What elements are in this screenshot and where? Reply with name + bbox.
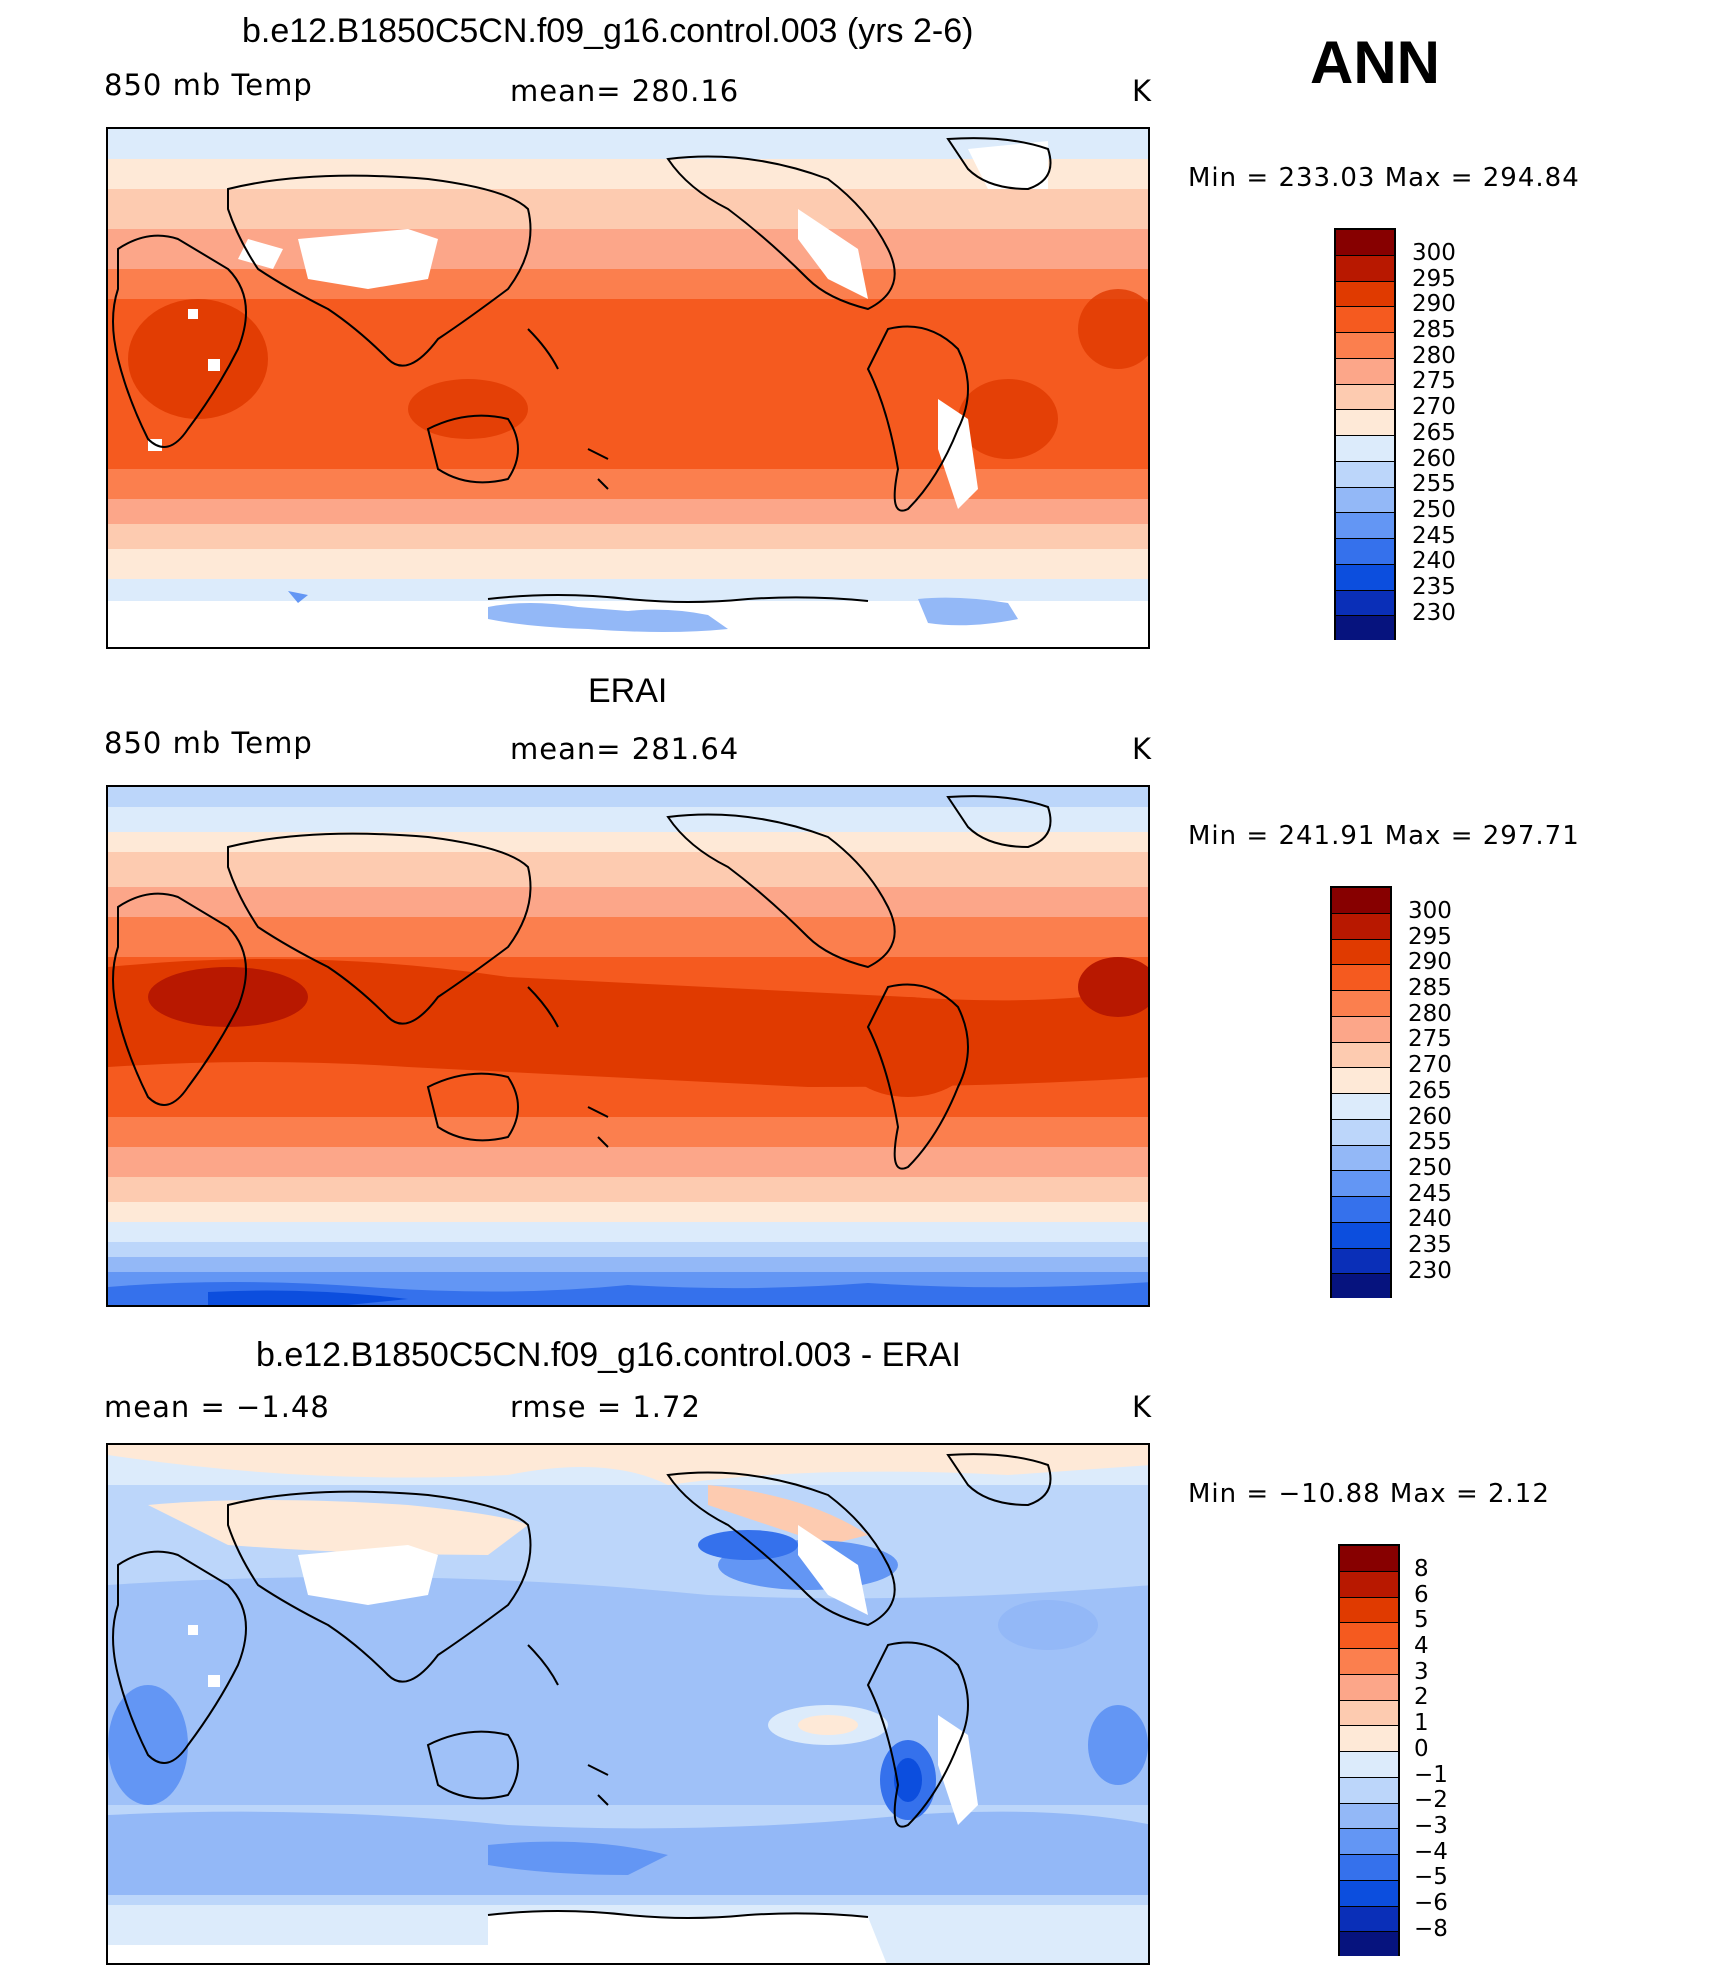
panel-1-colorbar-swatches (1334, 228, 1396, 641)
panel-1-cb-label: 260 (1412, 446, 1456, 472)
panel-3-cb-label: 5 (1414, 1607, 1429, 1633)
panel-2-title: ERAI (588, 672, 668, 710)
panel-1-cb-label: 230 (1412, 600, 1456, 626)
panel-2-cb-label: 290 (1408, 949, 1452, 975)
panel-2-cb-label: 285 (1408, 975, 1452, 1001)
panel-2-cb-label: 300 (1408, 898, 1452, 924)
panel-2-cb-label: 240 (1408, 1206, 1452, 1232)
panel-1-cb-label: 235 (1412, 574, 1456, 600)
panel-3-mean-label: mean = −1.48 (104, 1390, 330, 1424)
panel-1-variable-label: 850 mb Temp (104, 68, 313, 102)
panel-3-cb-label: 1 (1414, 1710, 1429, 1736)
panel-1-cb-label: 280 (1412, 343, 1456, 369)
panel-2-map (106, 785, 1150, 1307)
panel-3-units: K (1132, 1390, 1153, 1424)
panel-3-cb-label: −1 (1414, 1762, 1448, 1788)
panel-1-minmax: Min = 233.03 Max = 294.84 (1188, 163, 1580, 193)
panel-2-cb-label: 265 (1408, 1078, 1452, 1104)
panel-2-units: K (1132, 732, 1153, 766)
panel-2-cb-label: 270 (1408, 1052, 1452, 1078)
panel-3-cb-label: −8 (1414, 1916, 1448, 1942)
panel-3-rmse-label: rmse = 1.72 (510, 1390, 701, 1424)
panel-2-colorbar-swatches (1330, 886, 1392, 1299)
panel-1-map-field (108, 129, 1148, 647)
panel-2-variable-label: 850 mb Temp (104, 726, 313, 760)
panel-3-map-field (108, 1445, 1148, 1963)
panel-1-cb-label: 250 (1412, 497, 1456, 523)
panel-1-cb-label: 255 (1412, 471, 1456, 497)
panel-3-cb-label: 0 (1414, 1736, 1429, 1762)
panel-2-cb-label: 260 (1408, 1104, 1452, 1130)
panel-2-cb-label: 255 (1408, 1129, 1452, 1155)
panel-2-cb-label: 250 (1408, 1155, 1452, 1181)
panel-1-cb-label: 295 (1412, 266, 1456, 292)
panel-3-cb-label: −5 (1414, 1864, 1448, 1890)
panel-3-cb-label: 4 (1414, 1633, 1429, 1659)
season-label: ANN (1310, 29, 1440, 96)
panel-1-units: K (1132, 74, 1153, 108)
panel-3-title: b.e12.B1850C5CN.f09_g16.control.003 - ER… (256, 1336, 962, 1374)
panel-1-map (106, 127, 1150, 649)
panel-1-cb-label: 290 (1412, 291, 1456, 317)
panel-1-mean-label: mean= 280.16 (510, 74, 740, 108)
panel-3-map (106, 1443, 1150, 1965)
panel-3-cb-label: 3 (1414, 1659, 1429, 1685)
panel-3-cb-label: −6 (1414, 1890, 1448, 1916)
panel-2-cb-label: 245 (1408, 1181, 1452, 1207)
panel-3-minmax: Min = −10.88 Max = 2.12 (1188, 1479, 1550, 1509)
panel-3-cb-label: −4 (1414, 1839, 1448, 1865)
panel-2-cb-label: 230 (1408, 1258, 1452, 1284)
panel-3-colorbar-swatches (1338, 1544, 1400, 1957)
panel-2-map-field (108, 787, 1148, 1305)
panel-2-cb-label: 280 (1408, 1001, 1452, 1027)
panel-1-cb-label: 265 (1412, 420, 1456, 446)
panel-1-cb-label: 245 (1412, 523, 1456, 549)
panel-1-cb-label: 300 (1412, 240, 1456, 266)
panel-3-cb-label: −3 (1414, 1813, 1448, 1839)
panel-2-mean-label: mean= 281.64 (510, 732, 740, 766)
panel-3-cb-label: −2 (1414, 1787, 1448, 1813)
panel-2-cb-label: 275 (1408, 1026, 1452, 1052)
panel-3-cb-label: 2 (1414, 1684, 1429, 1710)
panel-2-minmax: Min = 241.91 Max = 297.71 (1188, 821, 1580, 851)
panel-2-cb-label: 235 (1408, 1232, 1452, 1258)
panel-1-title: b.e12.B1850C5CN.f09_g16.control.003 (yrs… (242, 12, 974, 50)
panel-2-cb-label: 295 (1408, 924, 1452, 950)
panel-1-cb-label: 270 (1412, 394, 1456, 420)
panel-1-cb-label: 275 (1412, 368, 1456, 394)
panel-1-cb-label: 285 (1412, 317, 1456, 343)
panel-1-cb-label: 240 (1412, 548, 1456, 574)
panel-3-cb-label: 8 (1414, 1556, 1429, 1582)
panel-3-cb-label: 6 (1414, 1582, 1429, 1608)
